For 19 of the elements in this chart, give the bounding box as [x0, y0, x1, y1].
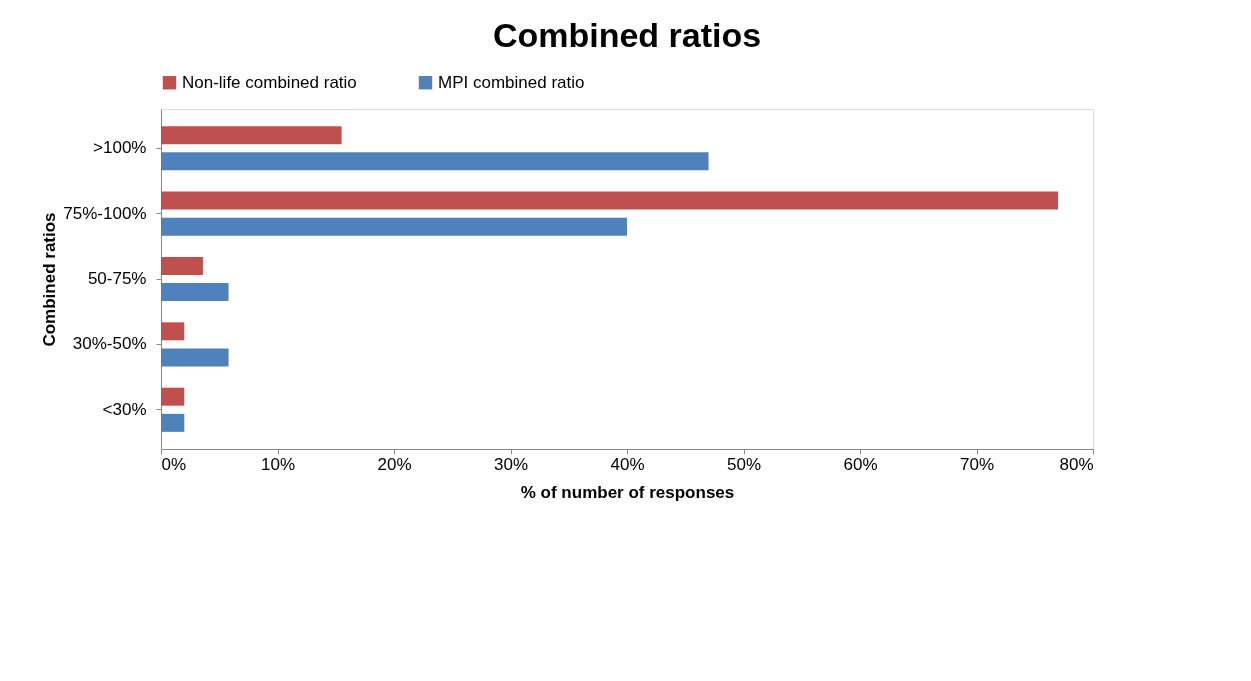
chart-title: Combined ratios	[492, 16, 762, 54]
y-tick-label: 50-75%	[87, 269, 147, 288]
x-tick-label: 40%	[610, 454, 645, 474]
x-tick-label: 20%	[377, 454, 412, 474]
y-tick-label: 30%-50%	[72, 334, 147, 354]
x-tick-label: 60%	[843, 454, 878, 474]
x-tick-label: 80%	[1059, 454, 1094, 474]
x-tick-label: 30%	[493, 454, 529, 474]
y-tick-label: <30%	[102, 399, 147, 419]
y-tick-label: 75%-100%	[63, 203, 147, 223]
legend-label: MPI combined ratio	[438, 72, 585, 92]
x-tick-label: 0%	[161, 454, 187, 474]
y-tick-label: >100%	[93, 138, 147, 158]
x-tick-label: 10%	[260, 454, 296, 474]
x-axis-title: % of number of responses	[520, 482, 735, 502]
x-tick-label: 70%	[959, 454, 995, 474]
y-axis-title: Combined ratios	[40, 212, 60, 347]
x-tick-label: 50%	[726, 454, 762, 474]
legend-label: Non-life combined ratio	[182, 72, 357, 92]
